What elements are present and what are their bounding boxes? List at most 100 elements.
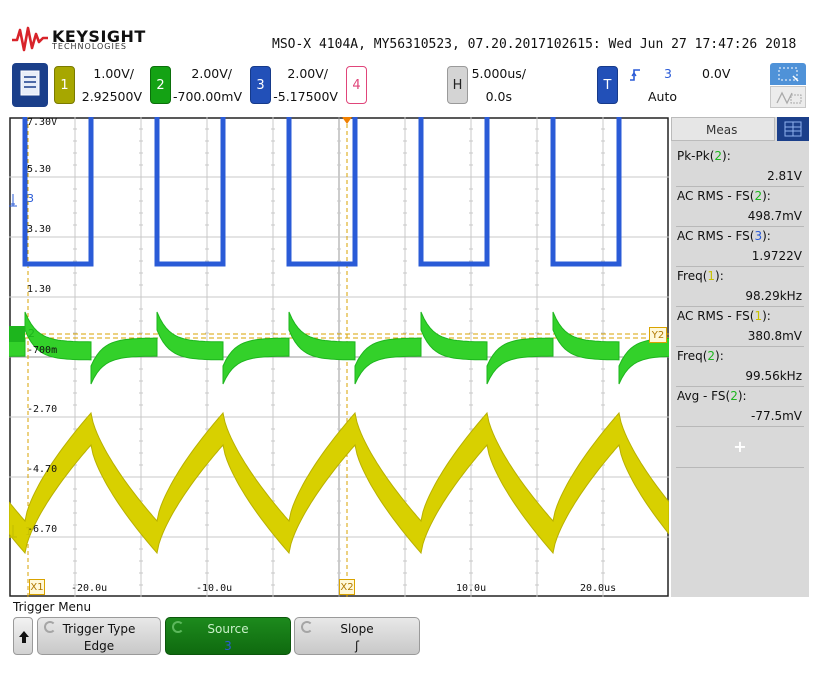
meas-name: Pk-Pk(2): — [677, 149, 731, 163]
meas-menu-button[interactable] — [777, 117, 809, 141]
horizontal-scale[interactable]: 5.000us/ — [471, 66, 526, 81]
meas-name: Freq(2): — [677, 349, 724, 363]
channel-1-ground-marker[interactable]: 1 — [9, 524, 37, 540]
meas-name: Avg - FS(2): — [677, 389, 747, 403]
level-label: 7.30V — [27, 117, 58, 128]
meas-title: Meas — [706, 123, 738, 137]
channel-2-trace — [420, 311, 488, 361]
channel-2-button[interactable]: 2 — [150, 66, 171, 104]
channel-3-offset[interactable]: -5.17500V — [273, 89, 338, 104]
grid-icon — [784, 121, 802, 137]
channel-4-button[interactable]: 4 — [346, 66, 367, 104]
up-arrow-icon — [19, 631, 29, 643]
channel-2-trace — [552, 311, 620, 361]
source-value: 3 — [224, 639, 232, 653]
level-label: 1.30 — [27, 284, 52, 295]
meas-value: 380.8mV — [747, 329, 802, 343]
meas-tab[interactable]: Meas — [671, 117, 775, 141]
ground-icon — [9, 194, 17, 207]
meas-value: 1.9722V — [751, 249, 802, 263]
cursor-x2-marker[interactable]: X2 — [339, 579, 355, 595]
channel-2-trace — [222, 337, 290, 385]
meas-channel: 2 — [754, 189, 763, 203]
add-measurement-button[interactable]: + — [733, 437, 747, 456]
channel-2-trace — [618, 337, 669, 385]
meas-channel: 1 — [707, 269, 716, 283]
trigger-position-marker — [342, 117, 352, 124]
channel-2-marker-label: 2 — [28, 327, 35, 340]
meas-value: 99.56kHz — [745, 369, 802, 383]
trigger-button[interactable]: T — [597, 66, 618, 104]
trigger-type-value: Edge — [83, 639, 115, 653]
level-label: -4.70 — [27, 464, 58, 475]
channel-4-number: 4 — [352, 77, 361, 93]
trigger-type-softkey[interactable]: Trigger Type Edge — [37, 617, 161, 655]
level-label: -6.70 — [27, 524, 58, 535]
meas-name: AC RMS - FS(1): — [677, 309, 771, 323]
channel-2-trace — [354, 337, 422, 385]
horizontal-label: H — [452, 77, 463, 93]
level-label: 5.30 — [27, 164, 52, 175]
source-label: Source — [207, 622, 249, 636]
level-label: -700m — [27, 345, 58, 356]
channel-1-button[interactable]: 1 — [54, 66, 75, 104]
measurements-panel: Meas Pk-Pk(2): 2.81V AC RMS - FS(2): 498.7m… — [671, 117, 809, 597]
menu-title: Trigger Menu — [13, 600, 92, 614]
channel-1-number: 1 — [60, 77, 69, 93]
slope-value: ʃ — [354, 639, 360, 653]
back-button[interactable] — [13, 617, 33, 655]
channel-3-scale[interactable]: 2.00V/ — [287, 66, 328, 81]
knob-icon — [301, 621, 313, 633]
meas-value: 498.7mV — [747, 209, 802, 223]
horizontal-button[interactable]: H — [447, 66, 468, 104]
meas-value: 98.29kHz — [745, 289, 802, 303]
keysight-logo — [11, 26, 49, 52]
time-label: -20.0u — [71, 583, 108, 594]
meas-channel: 3 — [754, 229, 763, 243]
save-recall-button[interactable] — [12, 63, 48, 107]
channel-2-scale[interactable]: 2.00V/ — [191, 66, 232, 81]
knob-icon — [172, 621, 184, 633]
channel-1-offset[interactable]: 2.92500V — [81, 89, 142, 104]
zoom-wave-button[interactable] — [770, 86, 806, 108]
channel-2-trace — [288, 311, 356, 361]
waveform-canvas — [9, 117, 669, 597]
zoom-box-button[interactable] — [770, 63, 806, 85]
trigger-type-label: Trigger Type — [62, 622, 136, 636]
meas-name: AC RMS - FS(2): — [677, 189, 771, 203]
time-label: 10.0u — [456, 583, 487, 594]
channel-3-ground-marker[interactable]: 3 — [9, 192, 37, 207]
channel-2-trace — [24, 311, 92, 361]
channel-2-number: 2 — [156, 77, 165, 93]
brand-name: KEYSIGHT — [52, 27, 146, 46]
meas-value: 2.81V — [767, 169, 802, 183]
cursor-y2-marker[interactable]: Y2 — [649, 327, 667, 343]
channel-3-number: 3 — [256, 77, 265, 93]
channel-2-trace — [486, 337, 554, 385]
channel-2-trace — [9, 337, 26, 357]
trigger-source[interactable]: 3 — [664, 66, 672, 81]
trigger-mode[interactable]: Auto — [648, 89, 678, 104]
level-label: -2.70 — [27, 404, 58, 415]
trigger-level[interactable]: 0.0V — [702, 66, 731, 81]
waveform-display[interactable]: 7.30V 5.30 3.30 1.30 -700m -2.70 -4.70 -… — [9, 117, 669, 597]
channel-2-offset[interactable]: -700.00mV — [173, 89, 242, 104]
document-icon — [20, 70, 40, 96]
trigger-label: T — [603, 77, 612, 93]
slope-softkey[interactable]: Slope ʃ — [294, 617, 420, 655]
channel-3-button[interactable]: 3 — [250, 66, 271, 104]
keysight-wave-icon — [12, 26, 48, 52]
source-softkey[interactable]: Source 3 — [165, 617, 291, 655]
meas-channel: 1 — [754, 309, 763, 323]
horizontal-delay[interactable]: 0.0s — [485, 89, 512, 104]
channel-2-ground-marker[interactable]: 2 — [9, 326, 37, 342]
knob-icon — [44, 621, 56, 633]
ground-icon — [9, 525, 17, 538]
channel-3-marker-label: 3 — [27, 192, 34, 205]
cursor-x1-marker[interactable]: X1 — [29, 579, 45, 595]
rising-edge-icon — [628, 67, 642, 86]
brand-sub: TECHNOLOGIES — [52, 42, 127, 51]
channel-1-scale[interactable]: 1.00V/ — [93, 66, 134, 81]
time-label: 20.0us — [580, 583, 617, 594]
channel-2-trace — [156, 311, 224, 361]
